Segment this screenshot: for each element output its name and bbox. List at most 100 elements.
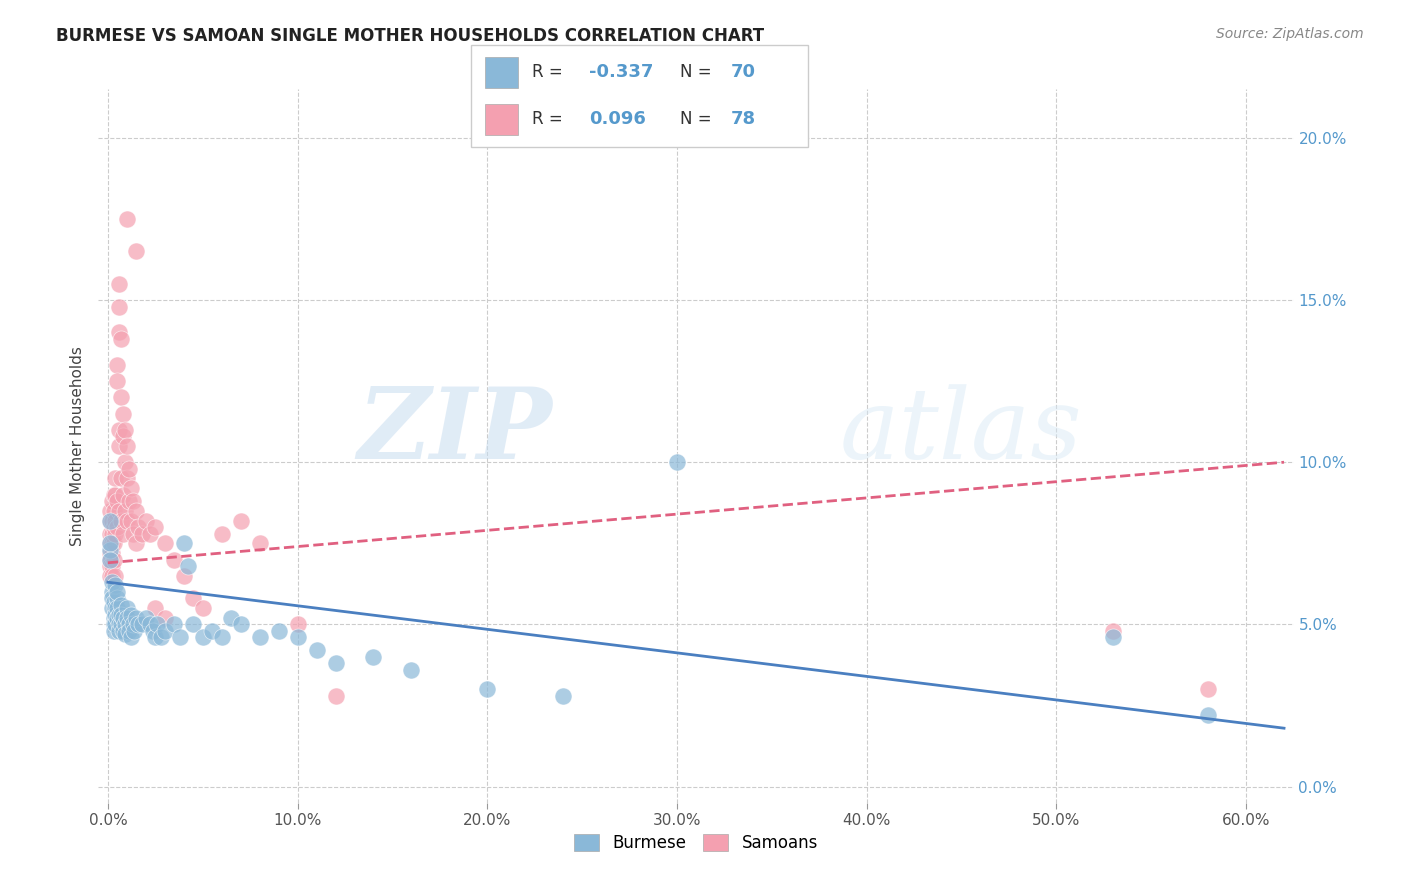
- Point: [120, 631, 142, 645]
- Point: [211, 526, 233, 541]
- Point: [100, 575, 122, 590]
- Point: [110, 617, 132, 632]
- Point: [115, 514, 138, 528]
- Point: [105, 358, 128, 372]
- Point: [98, 559, 121, 574]
- Point: [125, 244, 148, 259]
- Point: [100, 546, 122, 560]
- Point: [110, 471, 132, 485]
- Point: [105, 374, 128, 388]
- Point: [100, 494, 122, 508]
- Point: [120, 481, 142, 495]
- Point: [114, 627, 136, 641]
- Point: [191, 631, 214, 645]
- Point: [105, 494, 128, 508]
- Point: [100, 585, 122, 599]
- Point: [125, 536, 148, 550]
- Point: [108, 439, 131, 453]
- Point: [98, 552, 121, 566]
- Legend: Burmese, Samoans: Burmese, Samoans: [568, 827, 824, 859]
- Text: 0.096: 0.096: [589, 111, 645, 128]
- Point: [114, 455, 136, 469]
- Point: [1102, 624, 1125, 638]
- Point: [118, 494, 141, 508]
- Y-axis label: Single Mother Households: Single Mother Households: [70, 346, 86, 546]
- Point: [100, 536, 122, 550]
- Point: [110, 390, 132, 404]
- Point: [142, 624, 165, 638]
- Point: [98, 568, 121, 582]
- Point: [105, 611, 128, 625]
- Point: [127, 520, 149, 534]
- Point: [103, 488, 125, 502]
- Point: [108, 504, 131, 518]
- Point: [135, 611, 157, 625]
- Point: [103, 520, 125, 534]
- Point: [125, 611, 148, 625]
- Text: Source: ZipAtlas.com: Source: ZipAtlas.com: [1216, 27, 1364, 41]
- Point: [138, 617, 160, 632]
- Point: [229, 514, 252, 528]
- Point: [112, 488, 135, 502]
- Point: [153, 611, 176, 625]
- Point: [176, 559, 198, 574]
- Point: [114, 504, 136, 518]
- Point: [98, 546, 121, 560]
- Point: [120, 514, 142, 528]
- Point: [108, 326, 131, 340]
- Point: [105, 591, 128, 606]
- Point: [191, 601, 214, 615]
- Point: [118, 624, 141, 638]
- Point: [163, 552, 186, 566]
- Point: [173, 568, 195, 582]
- Point: [110, 514, 132, 528]
- Point: [267, 624, 290, 638]
- Point: [112, 624, 135, 638]
- Point: [100, 526, 122, 541]
- Point: [169, 631, 191, 645]
- Point: [131, 526, 153, 541]
- Point: [98, 504, 121, 518]
- Point: [305, 643, 328, 657]
- FancyBboxPatch shape: [485, 104, 519, 135]
- Point: [201, 624, 224, 638]
- Point: [181, 591, 204, 606]
- Point: [1197, 682, 1219, 697]
- Point: [104, 578, 127, 592]
- Point: [104, 617, 127, 632]
- Point: [121, 494, 143, 508]
- Point: [135, 514, 157, 528]
- Point: [110, 607, 132, 622]
- Text: R =: R =: [531, 63, 568, 81]
- Point: [127, 617, 149, 632]
- Point: [146, 617, 169, 632]
- Point: [104, 488, 127, 502]
- Point: [114, 423, 136, 437]
- Text: N =: N =: [681, 63, 717, 81]
- Text: ZIP: ZIP: [357, 384, 553, 480]
- Point: [100, 559, 122, 574]
- Point: [118, 617, 141, 632]
- Point: [105, 601, 128, 615]
- Point: [181, 617, 204, 632]
- Text: atlas: atlas: [839, 384, 1083, 479]
- Point: [98, 542, 121, 557]
- Point: [98, 514, 121, 528]
- Point: [110, 332, 132, 346]
- Point: [121, 617, 143, 632]
- Point: [211, 631, 233, 645]
- Point: [103, 504, 125, 518]
- Point: [98, 536, 121, 550]
- FancyBboxPatch shape: [485, 57, 519, 87]
- Point: [104, 526, 127, 541]
- Point: [325, 689, 347, 703]
- Point: [124, 624, 146, 638]
- Point: [249, 631, 271, 645]
- Point: [100, 601, 122, 615]
- Point: [103, 624, 125, 638]
- Point: [1197, 708, 1219, 723]
- Point: [108, 300, 131, 314]
- Point: [666, 455, 689, 469]
- Point: [104, 471, 127, 485]
- Point: [108, 277, 131, 291]
